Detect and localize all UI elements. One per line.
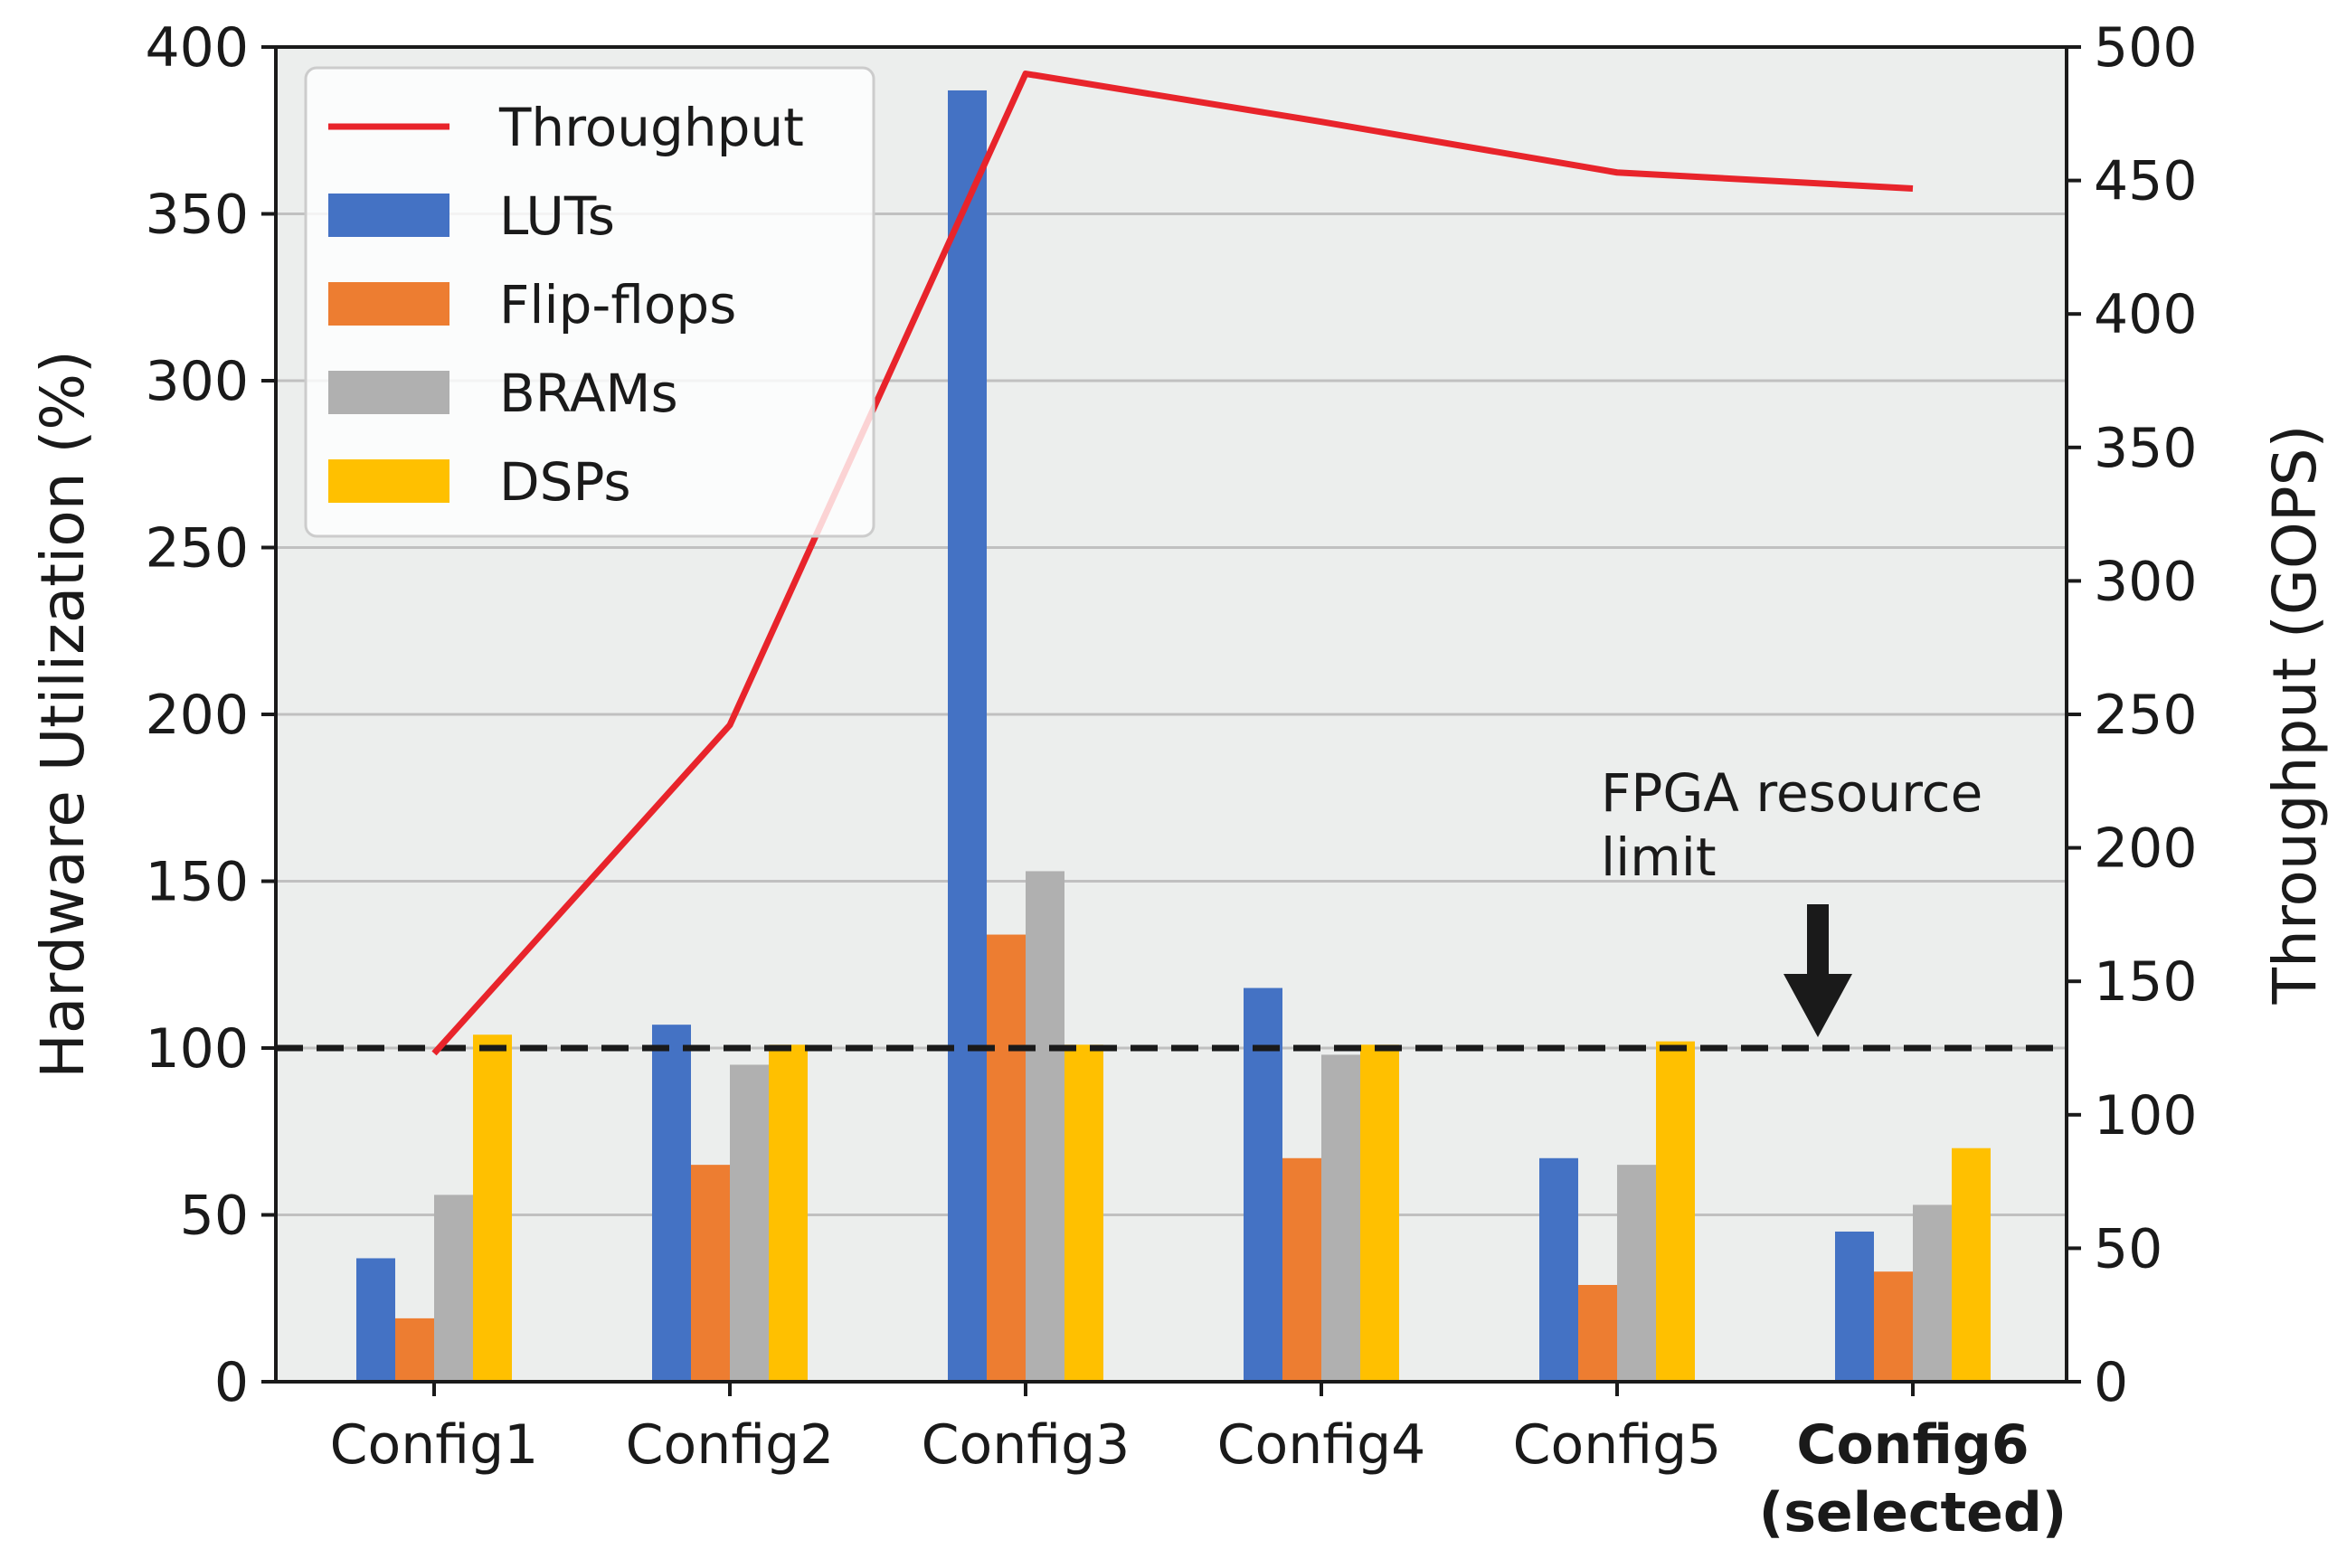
left-tick-label-50: 50 [180,1185,249,1248]
throughput-line [431,71,1914,1056]
x-tick-sublabel-config6: (selected) [1759,1481,2067,1544]
left-tick-label-200: 200 [145,684,249,747]
bar-flip-flops-config3 [987,934,1026,1382]
bar-luts-config6 [1835,1231,1874,1382]
bar-luts-config4 [1244,987,1282,1382]
left-tick-label-100: 100 [145,1017,249,1081]
legend-label-flip-flops: Flip-flops [499,274,736,335]
x-tick-label-config4: Config4 [1217,1413,1426,1477]
left-tick-label-400: 400 [145,16,249,80]
y2-axis-title: Throughput (GOPS) [2260,425,2330,1006]
legend-label-dsps: DSPs [499,451,631,513]
legend-label-brams: BRAMs [499,363,678,424]
right-tick-label-150: 150 [2094,950,2198,1014]
bar-luts-config3 [948,90,987,1383]
right-tick-label-450: 450 [2094,150,2198,213]
right-tick-label-250: 250 [2094,684,2198,747]
right-tick-label-350: 350 [2094,417,2198,480]
legend-label-luts: LUTs [499,185,615,247]
bar-flip-flops-config1 [395,1318,434,1382]
bar-dsps-config3 [1064,1044,1103,1382]
annotation-line-2: limit [1601,827,1717,888]
x-tick-label-config2: Config2 [626,1413,835,1477]
y-axis-title: Hardware Utilization (%) [28,350,98,1079]
bars [356,90,1991,1383]
bar-brams-config3 [1026,871,1064,1382]
right-tick-label-50: 50 [2094,1217,2162,1280]
left-tick-label-350: 350 [145,184,249,247]
right-tick-label-0: 0 [2094,1351,2128,1414]
bar-flip-flops-config5 [1578,1284,1617,1382]
x-tick-label-config6: Config6 [1796,1413,2029,1477]
throughput-line-group [431,71,1914,1056]
bar-dsps-config1 [473,1034,512,1382]
legend: Throughput LUTs Flip-flops BRAMs DSPs [304,66,875,538]
legend-swatch-dsps [328,459,449,503]
right-tick-label-400: 400 [2094,283,2198,346]
legend-box [304,66,875,538]
left-tick-label-0: 0 [214,1351,249,1414]
annotation-group: FPGA resource limit [1601,762,1982,1037]
bar-flip-flops-config6 [1874,1271,1913,1382]
right-tick-label-300: 300 [2094,550,2198,613]
bar-brams-config5 [1617,1165,1656,1382]
left-tick-label-150: 150 [145,851,249,914]
axes: 0 50 100 150 200 250 300 350 400 0 50 100 150 200 250 3… [28,16,2330,1544]
right-tick-label-200: 200 [2094,817,2198,881]
right-tick-label-500: 500 [2094,16,2198,80]
bar-dsps-config6 [1952,1148,1991,1382]
bar-brams-config2 [730,1064,769,1382]
legend-swatch-luts [328,194,449,237]
legend-swatch-flip-flops [328,282,449,326]
x-tick-label-config5: Config5 [1513,1413,1722,1477]
right-tick-label-100: 100 [2094,1084,2198,1148]
bar-flip-flops-config2 [691,1165,730,1382]
bar-brams-config6 [1913,1204,1952,1382]
x-tick-label-config3: Config3 [922,1413,1131,1477]
annotation-arrow-head [1784,974,1852,1037]
legend-label-throughput: Throughput [498,97,804,158]
legend-swatch-brams [328,371,449,414]
bar-luts-config2 [652,1025,691,1382]
bar-flip-flops-config4 [1282,1157,1321,1382]
bar-luts-config5 [1539,1157,1578,1382]
bar-dsps-config5 [1656,1041,1695,1382]
bar-luts-config1 [356,1258,395,1382]
bar-dsps-config4 [1360,1044,1399,1382]
bar-dsps-config2 [769,1044,808,1382]
annotation-line-1: FPGA resource [1601,762,1982,824]
x-tick-label-config1: Config1 [330,1413,539,1477]
bar-brams-config1 [434,1195,473,1382]
bar-brams-config4 [1321,1054,1360,1382]
left-tick-label-250: 250 [145,517,249,581]
left-tick-label-300: 300 [145,350,249,413]
